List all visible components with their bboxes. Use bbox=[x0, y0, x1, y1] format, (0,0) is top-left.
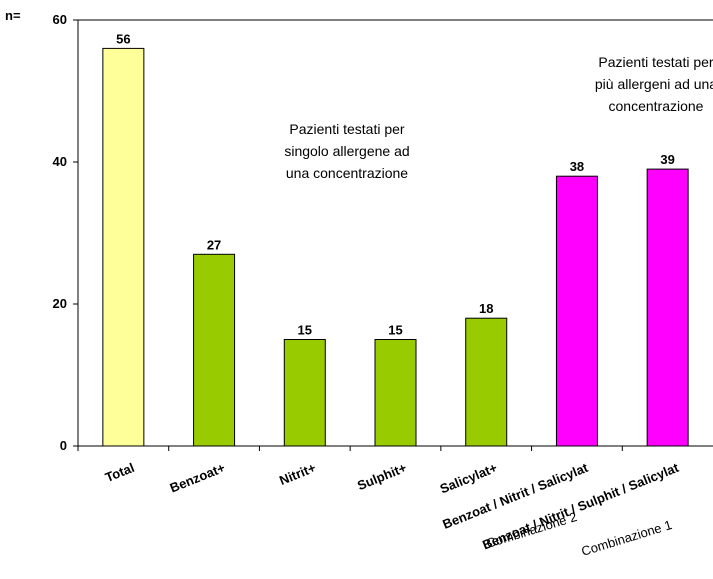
bar-value-label: 56 bbox=[116, 31, 130, 46]
bar bbox=[193, 253, 236, 447]
annotation-multiple-allergens: Pazienti testati per più allergeni ad un… bbox=[594, 54, 713, 114]
bar bbox=[646, 168, 689, 447]
y-tick-label: 40 bbox=[53, 154, 67, 169]
bar-value-label: 38 bbox=[570, 159, 584, 174]
y-tick-label: 60 bbox=[53, 12, 67, 27]
bar-value-label: 39 bbox=[660, 152, 674, 167]
x-tick-label: Nitrit+ bbox=[277, 460, 318, 488]
bar bbox=[465, 317, 508, 447]
x-tick-label: Sulphit+ bbox=[355, 460, 409, 493]
bar bbox=[102, 47, 145, 447]
y-tick-label: 20 bbox=[53, 296, 67, 311]
y-tick-label: 0 bbox=[60, 438, 67, 453]
group-label-combinazione-1: Combinazione 1 bbox=[579, 517, 673, 559]
annotation-single-allergen: Pazienti testati per singolo allergene a… bbox=[284, 121, 410, 181]
bar-value-label: 15 bbox=[298, 323, 312, 338]
bar bbox=[374, 339, 417, 447]
bar-value-label: 15 bbox=[388, 323, 402, 338]
x-tick-label: Salicylat+ bbox=[438, 460, 500, 497]
y-axis-label: n= bbox=[5, 8, 21, 23]
bar bbox=[283, 339, 326, 447]
bar bbox=[555, 175, 598, 447]
bar-value-label: 27 bbox=[207, 237, 221, 252]
x-tick-label: Benzoat+ bbox=[168, 460, 228, 496]
group-label-combinazione-2: Combinazione 2 bbox=[484, 509, 578, 551]
x-tick-label: Total bbox=[103, 460, 137, 485]
bar-value-label: 18 bbox=[479, 301, 493, 316]
